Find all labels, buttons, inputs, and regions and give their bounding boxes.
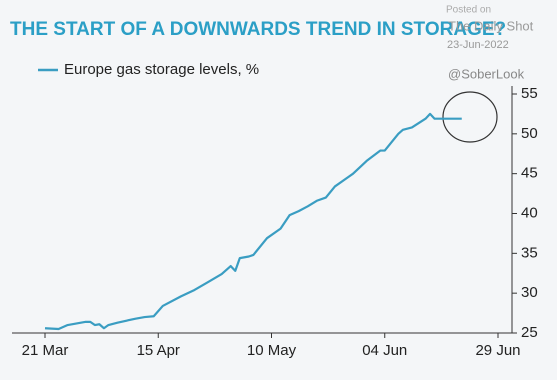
y-tick-label: 55 xyxy=(521,85,538,102)
y-tick-label: 35 xyxy=(521,244,538,261)
y-tick-label: 50 xyxy=(521,125,538,142)
x-tick-label: 04 Jun xyxy=(362,342,407,359)
watermark: The Daily Shot xyxy=(448,18,534,33)
highlight-circle xyxy=(442,91,498,143)
watermark: 23-Jun-2022 xyxy=(447,39,509,51)
x-tick-label: 15 Apr xyxy=(137,342,180,359)
x-tick-label: 21 Mar xyxy=(22,342,69,359)
series-line xyxy=(44,112,462,331)
y-tick-label: 25 xyxy=(521,324,538,341)
x-tick-label: 29 Jun xyxy=(475,342,520,359)
y-tick-label: 45 xyxy=(521,165,538,182)
chart-title: THE START OF A DOWNWARDS TREND IN STORAG… xyxy=(10,19,506,40)
legend-label: Europe gas storage levels, % xyxy=(64,61,259,78)
credit: @SoberLook xyxy=(448,66,525,81)
y-tick-label: 40 xyxy=(521,204,538,221)
x-tick-label: 10 May xyxy=(247,342,297,359)
y-tick-label: 30 xyxy=(521,284,538,301)
watermark: Posted on xyxy=(446,5,491,16)
